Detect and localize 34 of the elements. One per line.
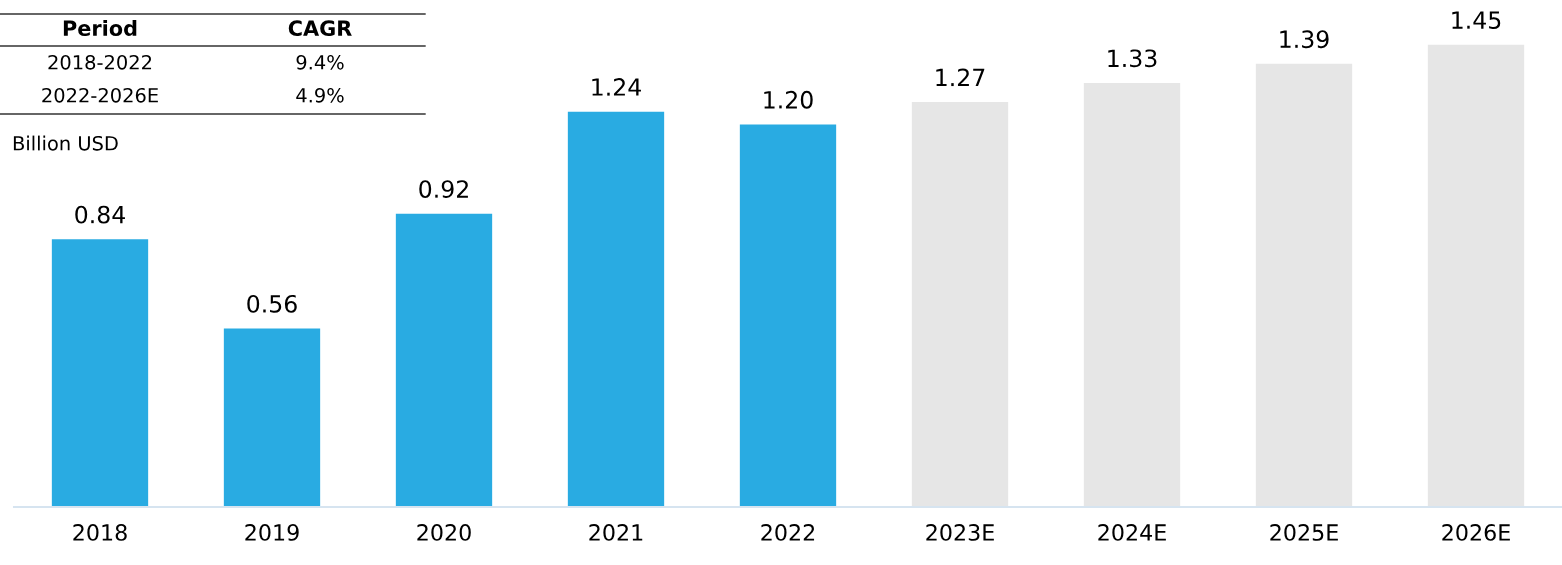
bar [739, 124, 837, 507]
x-tick-label: 2022 [761, 524, 815, 541]
x-tick-label: 2026E [1442, 524, 1510, 541]
bar [223, 328, 321, 507]
y-axis-title: Billion USD [13, 135, 118, 151]
bar [1255, 63, 1353, 507]
text: Period [63, 19, 137, 37]
annotation: 4.9% [296, 87, 344, 103]
x-tick-label: 2018 [73, 524, 127, 541]
data-label: 0.92 [419, 180, 468, 198]
bar [911, 102, 1009, 507]
text: CAGR [288, 20, 352, 37]
annotation: 9.4% [296, 54, 344, 70]
data-label: 0.84 [75, 205, 125, 224]
x-tick-label: 2021 [589, 524, 643, 541]
data-label: 1.20 [764, 90, 813, 109]
x-tick-label: 2024E [1098, 524, 1166, 541]
x-tick-label: 2019 [245, 524, 299, 541]
bar [1427, 44, 1525, 507]
data-label: 1.27 [936, 68, 985, 87]
data-label: 1.39 [1280, 30, 1329, 49]
data-label: 1.24 [592, 78, 641, 96]
bar [567, 111, 665, 507]
bar [1083, 82, 1181, 507]
annotation: 2018-2022 [48, 54, 152, 70]
annotation: 2022-2026E [42, 87, 158, 103]
bar [51, 239, 149, 507]
data-label: 1.45 [1452, 11, 1501, 29]
data-label: 0.56 [247, 294, 297, 313]
x-tick-label: 2023E [926, 524, 994, 541]
bar [395, 213, 493, 507]
data-label: 1.33 [1108, 49, 1157, 68]
x-tick-label: 2025E [1270, 524, 1338, 541]
x-tick-label: 2020 [417, 524, 471, 541]
